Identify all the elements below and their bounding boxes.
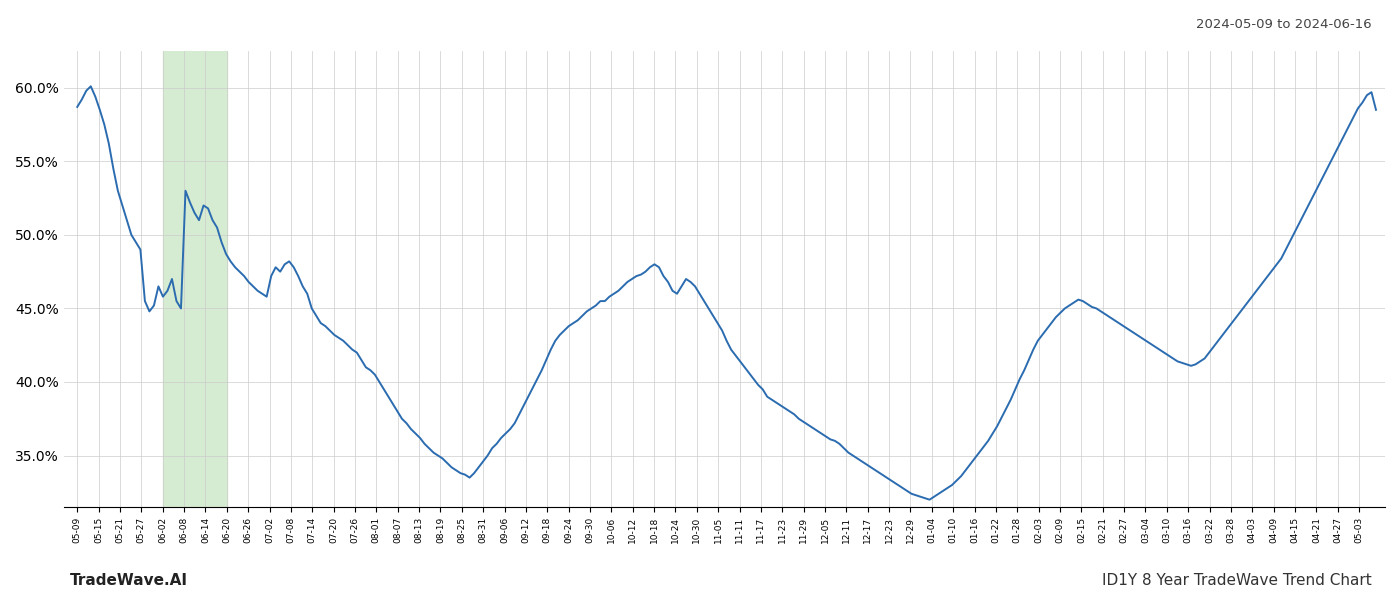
Text: ID1Y 8 Year TradeWave Trend Chart: ID1Y 8 Year TradeWave Trend Chart: [1102, 573, 1372, 588]
Text: TradeWave.AI: TradeWave.AI: [70, 573, 188, 588]
Text: 2024-05-09 to 2024-06-16: 2024-05-09 to 2024-06-16: [1197, 18, 1372, 31]
Bar: [162, 51, 227, 507]
